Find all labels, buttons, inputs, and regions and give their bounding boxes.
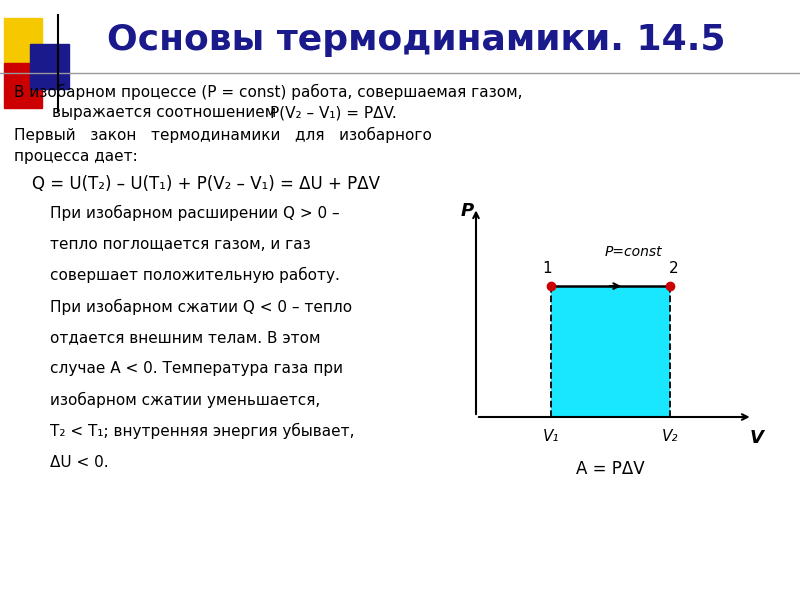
Text: V: V	[750, 429, 763, 447]
Text: отдается внешним телам. В этом: отдается внешним телам. В этом	[50, 330, 320, 345]
Bar	[4, 63, 42, 108]
Text: случае А < 0. Температура газа при: случае А < 0. Температура газа при	[50, 361, 342, 377]
Bar	[30, 44, 69, 89]
Text: A = PΔV: A = PΔV	[576, 460, 645, 478]
Text: ΔU < 0.: ΔU < 0.	[50, 455, 108, 470]
Text: P: P	[461, 202, 474, 220]
Text: совершает положительную работу.: совершает положительную работу.	[50, 268, 339, 283]
Text: Основы термодинамики. 14.5: Основы термодинамики. 14.5	[106, 23, 726, 57]
Text: Q = U(T₂) – U(T₁) + P(V₂ – V₁) = ΔU + PΔV: Q = U(T₂) – U(T₁) + P(V₂ – V₁) = ΔU + PΔ…	[32, 175, 380, 193]
Text: V₁: V₁	[542, 429, 559, 444]
Text: 2: 2	[670, 261, 679, 276]
Text: тепло поглощается газом, и газ: тепло поглощается газом, и газ	[50, 237, 310, 252]
Text: P(V₂ – V₁) = PΔV.: P(V₂ – V₁) = PΔV.	[270, 105, 396, 120]
Text: Первый   закон   термодинамики   для   изобарного: Первый закон термодинамики для изобарног…	[14, 127, 432, 143]
Bar	[4, 18, 42, 63]
Text: выражается соотношением: выражается соотношением	[52, 105, 281, 120]
Text: P=const: P=const	[604, 245, 662, 259]
Text: При изобарном сжатии Q < 0 – тепло: При изобарном сжатии Q < 0 – тепло	[50, 299, 352, 314]
Text: T₂ < T₁; внутренняя энергия убывает,: T₂ < T₁; внутренняя энергия убывает,	[50, 424, 354, 439]
Text: процесса дает:: процесса дает:	[14, 148, 138, 163]
Text: 1: 1	[542, 261, 552, 276]
Text: В изобарном процессе (Р = const) работа, совершаемая газом,: В изобарном процессе (Р = const) работа,…	[14, 84, 523, 100]
Bar	[550, 286, 670, 417]
Text: изобарном сжатии уменьшается,: изобарном сжатии уменьшается,	[50, 392, 320, 408]
Text: V₂: V₂	[662, 429, 678, 444]
Text: При изобарном расширении Q > 0 –: При изобарном расширении Q > 0 –	[50, 205, 339, 221]
